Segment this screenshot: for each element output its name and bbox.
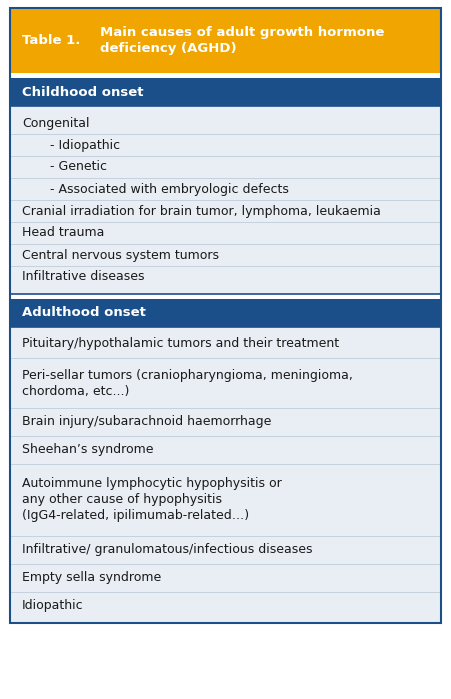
Bar <box>10 294 441 299</box>
Text: Infiltrative diseases: Infiltrative diseases <box>22 271 144 284</box>
Bar <box>10 327 441 623</box>
Text: Pituitary/hypothalamic tumors and their treatment: Pituitary/hypothalamic tumors and their … <box>22 338 339 350</box>
Text: Brain injury/subarachnoid haemorrhage: Brain injury/subarachnoid haemorrhage <box>22 415 272 428</box>
Text: Infiltrative/ granulomatous/infectious diseases: Infiltrative/ granulomatous/infectious d… <box>22 544 313 556</box>
Bar <box>10 78 441 106</box>
Text: Autoimmune lymphocytic hypophysitis or
any other cause of hypophysitis
(IgG4-rel: Autoimmune lymphocytic hypophysitis or a… <box>22 477 282 522</box>
Text: - Genetic: - Genetic <box>42 161 107 173</box>
Text: - Idiopathic: - Idiopathic <box>42 138 120 152</box>
Text: Congenital: Congenital <box>22 117 89 129</box>
Text: Cranial irradiation for brain tumor, lymphoma, leukaemia: Cranial irradiation for brain tumor, lym… <box>22 205 381 217</box>
Text: Peri-sellar tumors (craniopharyngioma, meningioma,
chordoma, etc...): Peri-sellar tumors (craniopharyngioma, m… <box>22 368 353 398</box>
Text: Sheehan’s syndrome: Sheehan’s syndrome <box>22 443 153 456</box>
Text: Central nervous system tumors: Central nervous system tumors <box>22 249 219 261</box>
Text: - Associated with embryologic defects: - Associated with embryologic defects <box>42 182 289 196</box>
Bar <box>10 8 441 73</box>
Bar <box>10 8 441 623</box>
Text: Head trauma: Head trauma <box>22 226 104 240</box>
Text: Idiopathic: Idiopathic <box>22 600 83 612</box>
Text: Adulthood onset: Adulthood onset <box>22 306 146 319</box>
Text: Empty sella syndrome: Empty sella syndrome <box>22 572 161 584</box>
Bar <box>10 106 441 294</box>
Text: Table 1.: Table 1. <box>22 34 80 47</box>
Bar <box>10 73 441 78</box>
Bar <box>10 299 441 327</box>
Text: Childhood onset: Childhood onset <box>22 85 143 99</box>
Text: Main causes of adult growth hormone
deficiency (AGHD): Main causes of adult growth hormone defi… <box>100 27 384 55</box>
Bar <box>10 327 441 623</box>
Bar <box>10 106 441 294</box>
